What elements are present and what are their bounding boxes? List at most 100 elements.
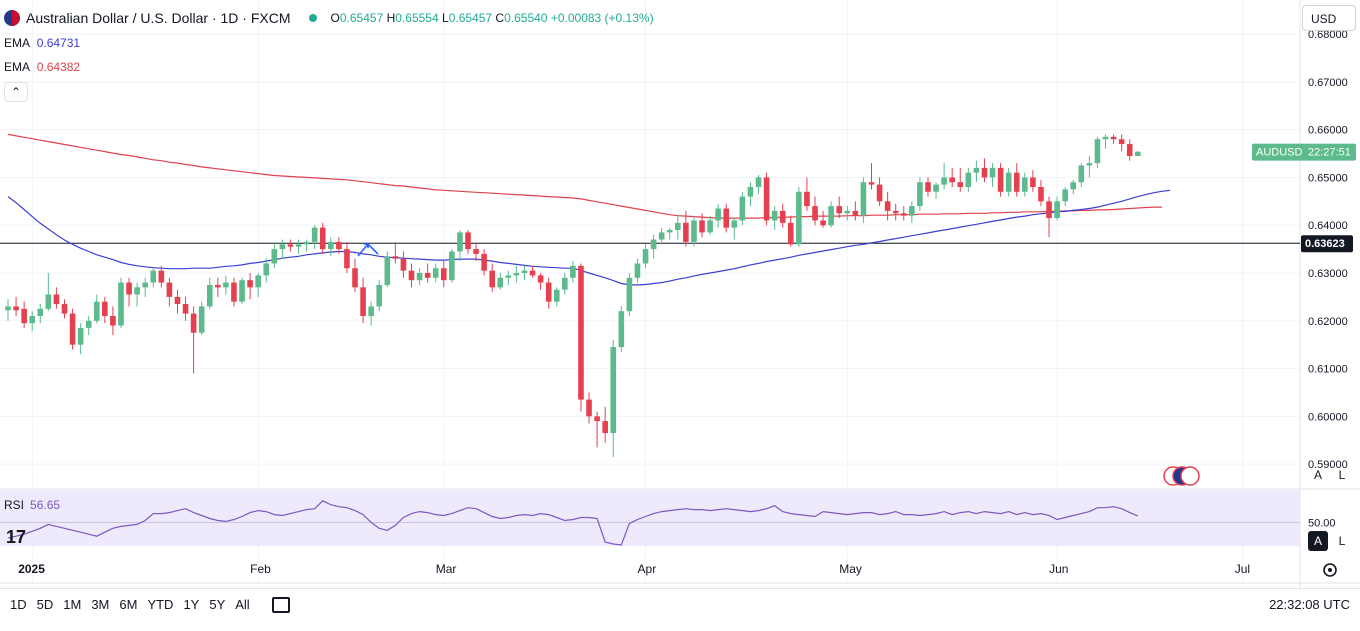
ema-slow-legend[interactable]: EMA 0.64382 xyxy=(4,60,80,74)
candle-body xyxy=(602,421,608,434)
candle xyxy=(255,273,261,297)
bottom-toolbar: 1D 5D 1M 3M 6M YTD 1Y 5Y All 22:32:08 UTC xyxy=(0,588,1360,620)
candle xyxy=(376,280,383,312)
candle xyxy=(586,392,592,424)
candle-body xyxy=(1013,172,1020,192)
candle-body xyxy=(231,282,237,302)
candle-body xyxy=(449,251,455,281)
candle-body xyxy=(715,208,721,221)
candles xyxy=(5,134,1141,457)
candle xyxy=(860,177,867,223)
rsi-legend[interactable]: RSI 56.65 xyxy=(4,498,60,512)
candle xyxy=(13,296,19,316)
currency-selector[interactable]: USD xyxy=(1302,5,1356,31)
utc-clock[interactable]: 22:32:08 UTC xyxy=(1269,597,1350,612)
range-button-1d[interactable]: 1D xyxy=(10,597,27,612)
ema-fast-label: EMA xyxy=(4,36,30,50)
candle xyxy=(997,163,1004,197)
candle-body xyxy=(521,270,528,273)
candle xyxy=(957,167,964,192)
candle xyxy=(1013,163,1020,197)
range-button-1y[interactable]: 1Y xyxy=(183,597,200,612)
log-scale-button[interactable]: L xyxy=(1332,465,1352,485)
range-button-5d[interactable]: 5D xyxy=(36,597,54,612)
candle xyxy=(215,277,221,297)
event-marker-icon xyxy=(1180,466,1200,486)
candle-body xyxy=(1135,151,1141,156)
candle-body xyxy=(150,270,157,283)
candle-body xyxy=(610,347,617,434)
range-button-ytd[interactable]: YTD xyxy=(147,597,174,612)
ema-fast-legend[interactable]: EMA 0.64731 xyxy=(4,36,80,50)
candle xyxy=(852,201,859,221)
collapse-legend-button[interactable]: ⌃ xyxy=(4,82,28,102)
candle-body xyxy=(1110,136,1117,140)
change-value: +0.00083 (+0.13%) xyxy=(550,11,654,25)
candle-body xyxy=(675,222,681,230)
candle xyxy=(61,299,68,319)
line-badge-bg xyxy=(1301,235,1353,253)
candle-body xyxy=(206,284,213,307)
candle xyxy=(1030,170,1036,192)
range-button-5y[interactable]: 5Y xyxy=(209,597,226,612)
candle xyxy=(295,239,302,254)
candle-body xyxy=(868,182,875,185)
candle-body xyxy=(1086,163,1093,166)
candle-body xyxy=(1118,139,1125,144)
gear-icon xyxy=(1323,563,1337,577)
economic-events-icon xyxy=(1163,466,1200,486)
candle-body xyxy=(336,241,342,250)
candle xyxy=(1046,196,1052,238)
range-button-all[interactable]: All xyxy=(235,597,250,612)
candle xyxy=(521,265,528,281)
candle xyxy=(868,163,875,190)
candle-body xyxy=(925,182,931,192)
candle xyxy=(102,296,108,324)
candle xyxy=(198,301,205,336)
candle xyxy=(344,241,350,273)
candle-body xyxy=(1078,165,1085,183)
open-value: 0.65457 xyxy=(339,11,384,25)
candle xyxy=(989,163,996,187)
candle xyxy=(683,210,689,247)
candle xyxy=(771,206,778,230)
symbol-title[interactable]: Australian Dollar / U.S. Dollar · 1D · F… xyxy=(26,10,291,26)
candle-body xyxy=(553,289,560,302)
candle-body xyxy=(1102,136,1109,140)
candle-body xyxy=(957,182,964,187)
range-button-3m[interactable]: 3M xyxy=(91,597,110,612)
rsi-log-scale-button[interactable]: L xyxy=(1332,531,1352,551)
candle-body xyxy=(247,280,253,288)
candle xyxy=(804,177,810,211)
candle xyxy=(1086,155,1093,178)
symbol-legend[interactable]: Australian Dollar / U.S. Dollar · 1D · F… xyxy=(4,8,654,28)
tradingview-logo-icon[interactable]: 17 xyxy=(6,527,27,547)
candle xyxy=(223,275,229,295)
range-button-6m[interactable]: 6M xyxy=(119,597,138,612)
candle-body xyxy=(909,206,915,216)
candle-body xyxy=(578,265,584,400)
candle xyxy=(5,299,11,321)
rsi-auto-scale-button[interactable]: A xyxy=(1308,531,1328,551)
candle-body xyxy=(779,210,786,223)
candle-body xyxy=(126,282,132,295)
candle xyxy=(1102,134,1109,149)
candle-body xyxy=(85,320,92,328)
candle-body xyxy=(892,210,899,214)
candle xyxy=(279,239,286,259)
candle xyxy=(796,187,802,247)
ema-slow-label: EMA xyxy=(4,60,30,74)
candle xyxy=(360,277,366,324)
candle-body xyxy=(787,222,794,245)
range-button-1m[interactable]: 1M xyxy=(63,597,82,612)
calendar-range-icon[interactable] xyxy=(271,596,290,613)
candle xyxy=(271,241,278,269)
auto-scale-button[interactable]: A xyxy=(1308,465,1328,485)
candle-body xyxy=(271,249,278,264)
rsi-log-scale-label: L xyxy=(1338,534,1346,548)
candle-body xyxy=(1038,187,1044,202)
candle xyxy=(505,270,512,285)
rsi-band xyxy=(0,490,1300,546)
